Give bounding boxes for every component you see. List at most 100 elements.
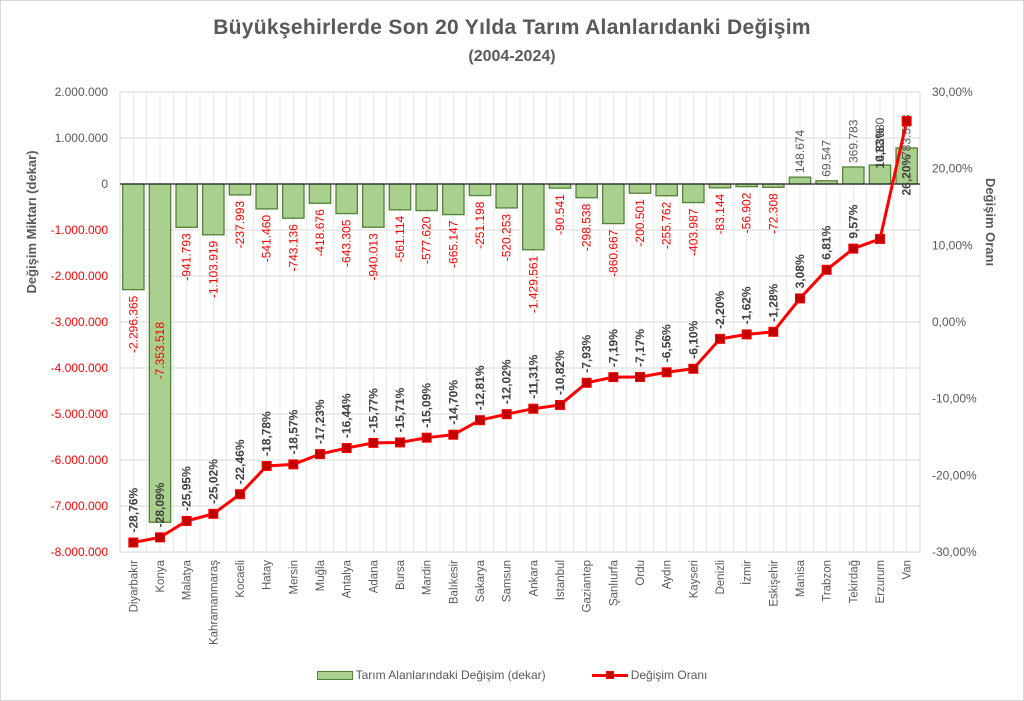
- bar[interactable]: [628, 183, 652, 194]
- line-marker[interactable]: [528, 403, 539, 414]
- bar[interactable]: [335, 183, 358, 215]
- category-label: Ankara: [528, 559, 540, 596]
- bar[interactable]: [495, 183, 518, 209]
- right-axis-tick-label: 10,00%: [932, 238, 973, 252]
- legend-item-line[interactable]: Değişim Oranı: [591, 668, 708, 682]
- bar[interactable]: [788, 176, 812, 185]
- bar-value-label: -1.429.561: [526, 255, 540, 313]
- bar[interactable]: [548, 183, 572, 189]
- line-marker[interactable]: [421, 432, 432, 443]
- category-label: Antalya: [342, 559, 354, 598]
- rate-value-label: -18,57%: [286, 409, 300, 454]
- category-label: Balıkesir: [448, 560, 460, 604]
- category-label: Gaziantep: [582, 560, 594, 612]
- rate-value-label: -6,10%: [686, 320, 700, 358]
- bar[interactable]: [442, 183, 465, 216]
- category-label: Şanlıurfa: [608, 559, 620, 606]
- line-series: [128, 116, 912, 548]
- line-marker[interactable]: [608, 372, 619, 383]
- line-marker[interactable]: [795, 293, 805, 304]
- line-marker[interactable]: [235, 489, 245, 500]
- bar[interactable]: [282, 183, 305, 219]
- bar[interactable]: [362, 183, 385, 228]
- line-marker[interactable]: [848, 243, 859, 254]
- bar-value-label: -561.114: [393, 215, 407, 262]
- bar[interactable]: [228, 183, 252, 196]
- line-marker[interactable]: [475, 415, 485, 426]
- bar-value-label: -2.296.365: [126, 295, 140, 353]
- bar-data-labels: -2.296.365 -7.353.518 -941.793 -1.103.919 -2…: [126, 114, 913, 379]
- line-marker[interactable]: [395, 437, 405, 448]
- line-marker[interactable]: [448, 429, 459, 440]
- bar[interactable]: [202, 183, 225, 236]
- bar[interactable]: [655, 183, 678, 197]
- chart-title: Büyükşehirlerde Son 20 Yılda Tarım Alanl…: [213, 16, 811, 39]
- rate-value-label: -1,28%: [766, 283, 780, 321]
- left-axis-tick-label: -6.000.000: [51, 453, 109, 467]
- line-marker[interactable]: [715, 333, 725, 344]
- right-axis-tick-label: -20,00%: [932, 468, 977, 482]
- plot-border: [119, 91, 921, 553]
- line-marker[interactable]: [155, 532, 165, 543]
- category-label: Ordu: [635, 560, 647, 586]
- bar[interactable]: [308, 183, 332, 204]
- left-axis-tick-label: -3.000.000: [51, 315, 109, 329]
- line-marker[interactable]: [768, 326, 779, 337]
- legend-item-bar[interactable]: Tarım Alanlarındaki Değişim (dekar): [316, 668, 546, 682]
- category-label: Samsun: [502, 560, 514, 602]
- bar[interactable]: [468, 183, 492, 197]
- bar-value-label: -643.305: [340, 219, 354, 267]
- line-marker[interactable]: [341, 443, 352, 454]
- line-marker[interactable]: [128, 537, 139, 548]
- bar-value-label: -298.538: [580, 203, 594, 251]
- line-marker[interactable]: [288, 459, 299, 470]
- bar-value-label: 69.547: [820, 140, 834, 177]
- bar[interactable]: [575, 183, 598, 199]
- bar-value-label: 412.080: [873, 117, 887, 161]
- category-label: Mersin: [288, 560, 300, 595]
- line-marker[interactable]: [821, 264, 832, 275]
- right-axis-ticks: 30,00% 20,00% 10,00% 0,00% -10,00% -20,00% -30…: [932, 85, 977, 559]
- line-marker[interactable]: [635, 371, 645, 382]
- line-marker[interactable]: [261, 460, 272, 471]
- bar[interactable]: [415, 183, 438, 212]
- rate-value-label: 9,57%: [846, 204, 860, 238]
- chart-subtitle: (2004-2024): [468, 48, 556, 65]
- bar-value-label: -90.541: [553, 194, 567, 235]
- line-marker[interactable]: [208, 508, 219, 519]
- line-marker[interactable]: [875, 233, 885, 244]
- bar[interactable]: [522, 183, 545, 251]
- category-label: Aydın: [662, 560, 674, 589]
- legend-line-label: Değişim Oranı: [630, 668, 708, 682]
- left-axis-tick-label: -7.000.000: [51, 499, 109, 513]
- bar[interactable]: [842, 166, 865, 185]
- line-marker[interactable]: [661, 367, 672, 378]
- line-data-labels: -28,76% -28,09% -25,95% -25,02% -22,46% -18,7…: [126, 128, 913, 533]
- line-marker[interactable]: [741, 329, 752, 340]
- line-marker[interactable]: [315, 449, 325, 460]
- bar[interactable]: [255, 183, 278, 210]
- bar-value-label: -251.198: [473, 201, 487, 249]
- rate-value-label: -25,02%: [206, 459, 220, 504]
- category-label: Malatya: [182, 559, 194, 600]
- line-marker[interactable]: [901, 116, 912, 127]
- bar[interactable]: [388, 183, 412, 211]
- category-label: Erzurum: [875, 560, 887, 603]
- right-axis-tick-label: -10,00%: [932, 392, 977, 406]
- left-axis-tick-label: -2.000.000: [51, 269, 109, 283]
- line-marker[interactable]: [555, 399, 565, 410]
- left-axis-title: Değişim Miktarı (dekar): [24, 150, 39, 293]
- line-marker[interactable]: [368, 437, 379, 448]
- bar[interactable]: [602, 183, 625, 225]
- bar[interactable]: [122, 183, 145, 291]
- line-marker-swatch-icon: [591, 669, 628, 681]
- line-marker[interactable]: [501, 409, 512, 420]
- right-axis-tick-label: -30,00%: [932, 545, 977, 559]
- right-axis-tick-label: 30,00%: [932, 85, 973, 99]
- line-marker[interactable]: [581, 377, 592, 388]
- line-marker[interactable]: [688, 363, 699, 374]
- bar[interactable]: [175, 183, 198, 228]
- line-marker[interactable]: [181, 515, 192, 526]
- bar[interactable]: [682, 183, 705, 204]
